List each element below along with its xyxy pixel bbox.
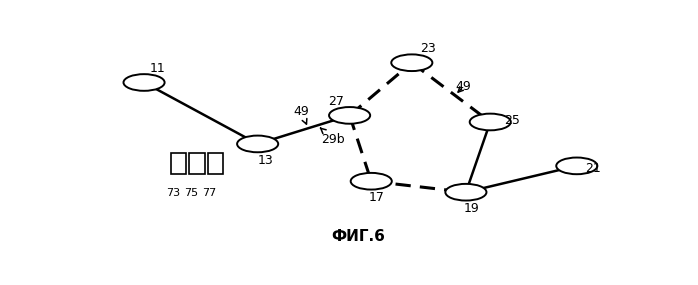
Text: 77: 77	[202, 188, 216, 198]
Bar	[171, 153, 186, 174]
Text: 49: 49	[455, 80, 471, 93]
Bar	[208, 153, 223, 174]
Text: 19: 19	[463, 202, 480, 215]
Text: 11: 11	[149, 62, 165, 75]
Text: 17: 17	[369, 191, 385, 204]
Ellipse shape	[124, 74, 165, 91]
Text: 13: 13	[258, 154, 274, 167]
Ellipse shape	[445, 184, 487, 201]
Ellipse shape	[392, 54, 432, 71]
Ellipse shape	[237, 136, 279, 152]
Ellipse shape	[350, 173, 392, 190]
Text: 23: 23	[420, 42, 436, 55]
Text: 27: 27	[328, 95, 344, 108]
Bar	[189, 153, 205, 174]
Ellipse shape	[329, 107, 370, 124]
Text: 49: 49	[293, 105, 309, 124]
Ellipse shape	[556, 158, 597, 174]
Text: 75: 75	[184, 188, 198, 198]
Ellipse shape	[470, 114, 511, 130]
Text: 29b: 29b	[320, 128, 346, 146]
Text: ФИГ.6: ФИГ.6	[331, 229, 385, 244]
Text: 21: 21	[585, 162, 601, 175]
Text: 73: 73	[165, 188, 180, 198]
Text: 25: 25	[504, 114, 520, 127]
